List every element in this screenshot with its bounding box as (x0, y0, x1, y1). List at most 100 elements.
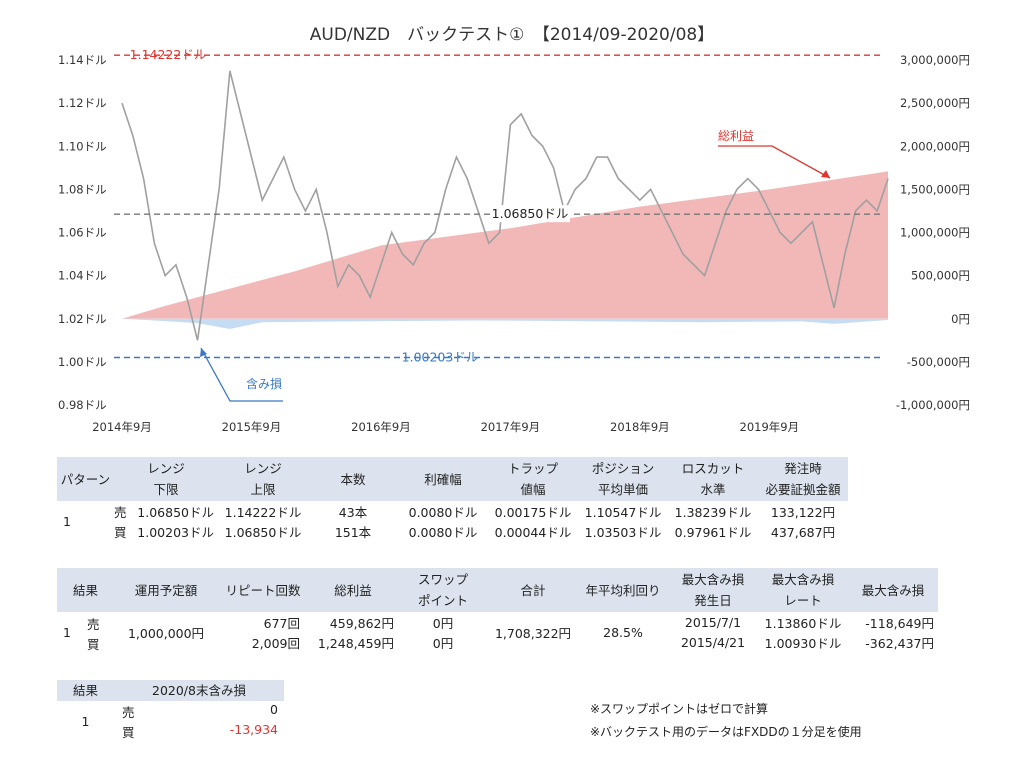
table-row: 買 -13,934 (57, 721, 284, 741)
max-loss-date-cell: 2015/4/21 (680, 634, 746, 650)
note-swap: ※スワップポイントはゼロで計算 (590, 702, 769, 716)
t2-header-1: 運用予定額 (114, 568, 218, 612)
t2-header-8: 最大含み損 レート (758, 568, 848, 612)
right-tick-label: 1,500,000円 (900, 182, 970, 196)
x-tick-label: 2018年9月 (610, 420, 670, 434)
swap-cell: 0円 (432, 635, 454, 651)
cell-1: 1.14222ドル (224, 504, 302, 520)
max-loss-cell: -118,649円 (865, 615, 934, 631)
right-tick-label: -1,000,000円 (896, 398, 970, 412)
t2-header-2: リピート回数 (218, 568, 308, 612)
t2-header-5: 合計 (488, 568, 578, 612)
loss-value: -13,934 (229, 721, 278, 737)
parameter-table: パターン レンジ 下限 レンジ 上限 本数 利確幅 トラップ 値幅 ポジション 平均単価 ロスカット水… (57, 457, 848, 541)
rate-line (121, 70, 889, 341)
max-loss-cell: -362,437円 (865, 635, 934, 651)
backtest-chart: AUD/NZD バックテスト① 【2014/09-2020/08】 1.1422… (58, 25, 970, 434)
repeat-count-cell: 677回 (263, 615, 300, 631)
right-tick-label: -500,000円 (907, 355, 970, 369)
range-lower-cell: 売 1.06850ドル (114, 501, 218, 521)
table-row: 1 1,000,000円 677回 459,862円 0円 1,708,322円 28.5%… (57, 612, 938, 641)
cell-1: 1.06850ドル (224, 524, 302, 540)
max-loss-date-cell: 2015/7/1 (684, 614, 742, 630)
range-lower-cell: 買 1.00203ドル (114, 521, 218, 541)
left-tick-label: 1.06ドル (58, 226, 107, 240)
profit-area (122, 171, 888, 319)
annual-yield-cell: 28.5% (603, 624, 643, 640)
table-row: 2,009回 1,248,459円 0円 2015/4/21 1.00930ドル -362… (57, 632, 938, 652)
x-tick-label: 2014年9月 (92, 420, 152, 434)
right-tick-label: 2,000,000円 (900, 139, 970, 153)
t2-header-6: 年平均利回り (578, 568, 668, 612)
cell-2: 43本 (338, 504, 368, 520)
left-tick-label: 1.04ドル (58, 269, 107, 283)
cell-6: 1.38239ドル (674, 504, 752, 520)
max-loss-rate-cell: 1.00930ドル (764, 635, 842, 651)
x-tick-label: 2017年9月 (481, 420, 541, 434)
t1-header-2: レンジ 上限 (218, 457, 308, 501)
t1-header-1: レンジ 下限 (114, 457, 218, 501)
t1-header-0: パターン (57, 457, 114, 501)
t1-header-8: 発注時 必要証拠金額 (758, 457, 848, 501)
ref-label: 1.14222ドル (130, 47, 207, 62)
pattern-cell: 1 (81, 713, 90, 729)
t1-header-7: ロスカット 水準 (668, 457, 758, 501)
profit-cell: 1,248,459円 (317, 635, 394, 651)
x-tick-label: 2019年9月 (740, 420, 800, 434)
header-month-end-loss: 2020/8末含み損 (114, 680, 284, 701)
loss-cell-buy: 買 -13,934 (114, 721, 284, 741)
t2-header-9: 最大含み損 (848, 568, 938, 612)
total-cell: 1,708,322円 (494, 625, 572, 641)
unrealized-loss-arrowhead (200, 348, 207, 357)
left-tick-label: 1.12ドル (58, 96, 107, 110)
side-label: 売 (87, 617, 100, 632)
left-tick-label: 1.10ドル (58, 139, 107, 153)
t2-header-7: 最大含み損 発生日 (668, 568, 758, 612)
pattern-cell: 1 (63, 513, 71, 529)
cell-4: 0.00175ドル (494, 504, 572, 520)
side-label: 買 (122, 724, 135, 740)
profit-cell: 459,862円 (329, 615, 394, 631)
cell-value: 1.00203ドル (137, 524, 214, 540)
cell-7: 133,122円 (770, 504, 836, 520)
x-tick-label: 2015年9月 (222, 420, 282, 434)
cell-3: 0.0080ドル (408, 504, 478, 520)
t1-header-3: 本数 (308, 457, 398, 501)
right-tick-label: 500,000円 (911, 269, 970, 283)
cell-5: 1.03503ドル (584, 524, 662, 540)
amount-value: 1,000,000円 (127, 625, 205, 641)
t2-header-0: 結果 (57, 568, 114, 612)
t1-header-6: ポジション 平均単価 (578, 457, 668, 501)
total-profit-annotation: 総利益 (718, 129, 754, 143)
amount-cell: 1,000,000円 (114, 612, 218, 652)
ref-label: 1.00203ドル (402, 349, 479, 364)
cell-value: 1.06850ドル (137, 504, 214, 520)
left-tick-label: 1.14ドル (58, 53, 107, 67)
t1-header-5: トラップ 値幅 (488, 457, 578, 501)
right-tick-label: 1,000,000円 (900, 226, 970, 240)
table-row: 1 売 1.06850ドル 1.14222ドル 43本 0.0080ドル 0.00175ドル… (57, 501, 848, 529)
unrealized-loss-area (122, 318, 888, 329)
t2-header-3: 総利益 (308, 568, 398, 612)
max-loss-rate-cell: 1.13860ドル (764, 615, 842, 631)
t2-header-4: スワップ ポイント (398, 568, 488, 612)
right-tick-label: 0円 (951, 312, 970, 326)
pattern-cell: 1 (63, 624, 71, 640)
cell-3: 0.0080ドル (408, 524, 478, 540)
cell-4: 0.00044ドル (494, 524, 572, 540)
x-tick-label: 2016年9月 (351, 420, 411, 434)
ref-label-bg (490, 205, 570, 223)
swap-cell: 0円 (432, 615, 454, 631)
unrealized-loss-arrow (200, 347, 283, 402)
cell-6: 0.97961ドル (674, 524, 752, 540)
left-tick-label: 1.08ドル (58, 182, 107, 196)
right-tick-label: 2,500,000円 (900, 96, 970, 110)
total-profit-arrowhead (821, 170, 830, 178)
side-label: 売 (114, 504, 127, 520)
chart-title: AUD/NZD バックテスト① 【2014/09-2020/08】 (310, 25, 714, 45)
side-label: 買 (87, 637, 100, 652)
t1-header-4: 利確幅 (398, 457, 488, 501)
